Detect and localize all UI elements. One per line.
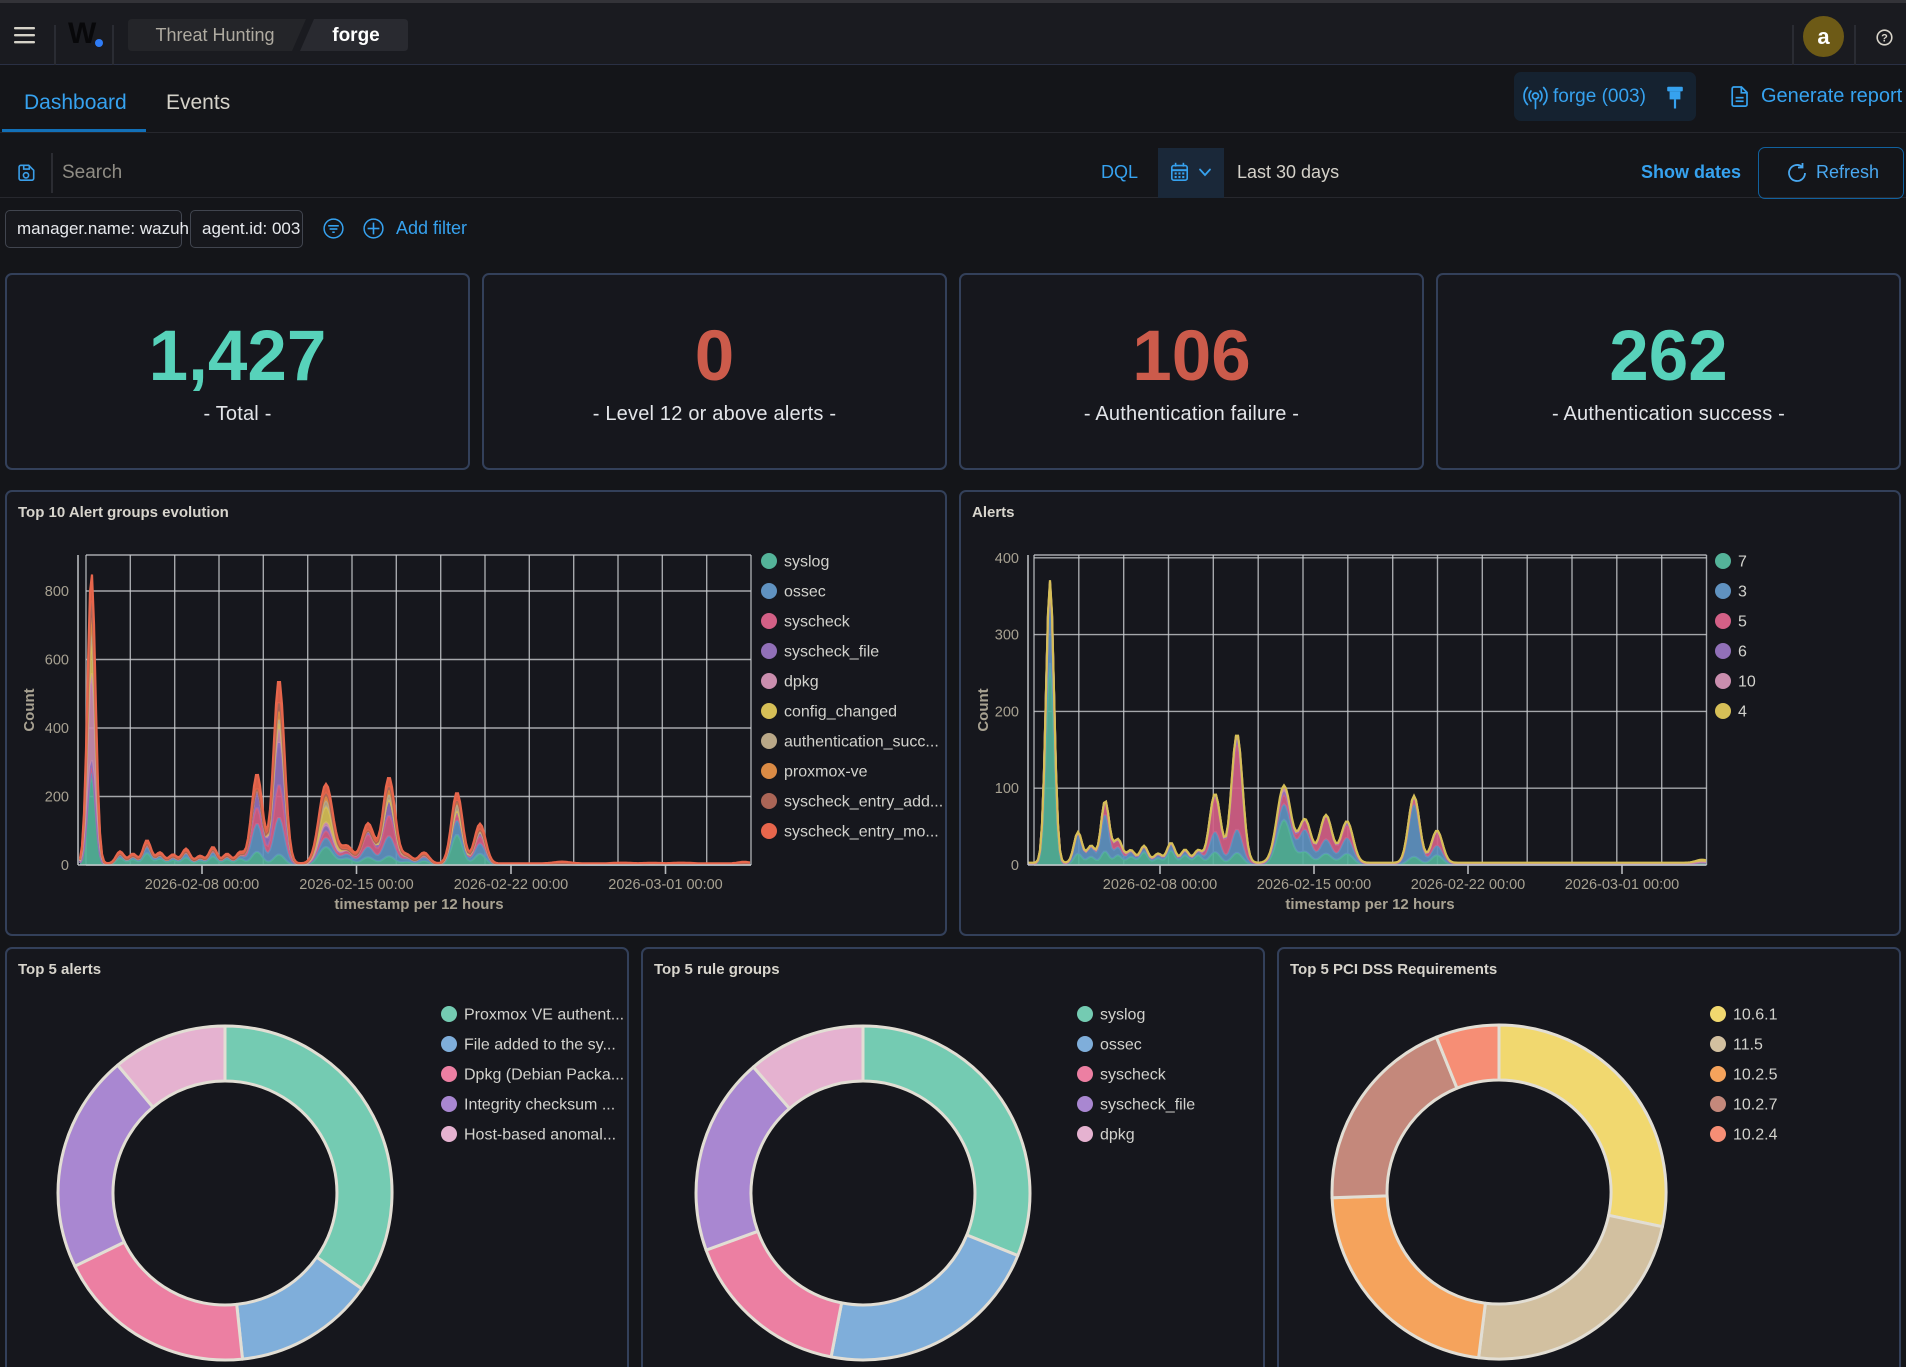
svg-text:2026-02-22 00:00: 2026-02-22 00:00	[1411, 877, 1526, 893]
svg-text:2026-02-08 00:00: 2026-02-08 00:00	[1103, 877, 1218, 893]
svg-text:dpkg: dpkg	[784, 674, 819, 691]
svg-text:10.6.1: 10.6.1	[1733, 1007, 1778, 1024]
svg-text:100: 100	[995, 781, 1019, 797]
svg-text:syscheck_entry_add...: syscheck_entry_add...	[784, 794, 943, 811]
svg-text:300: 300	[995, 628, 1019, 644]
svg-text:10.2.4: 10.2.4	[1733, 1127, 1778, 1144]
svg-text:0: 0	[61, 858, 69, 874]
svg-text:syscheck_file: syscheck_file	[784, 644, 879, 661]
svg-text:Integrity checksum ...: Integrity checksum ...	[464, 1097, 615, 1114]
svg-text:Host-based anomal...: Host-based anomal...	[464, 1127, 616, 1144]
svg-text:400: 400	[45, 721, 69, 737]
svg-text:2026-02-22 00:00: 2026-02-22 00:00	[454, 877, 569, 893]
svg-text:syscheck: syscheck	[784, 614, 851, 631]
svg-text:syscheck_file: syscheck_file	[1100, 1097, 1195, 1114]
svg-text:dpkg: dpkg	[1100, 1127, 1135, 1144]
svg-text:Count: Count	[975, 688, 992, 731]
svg-text:10.2.5: 10.2.5	[1733, 1067, 1778, 1084]
svg-text:timestamp per 12 hours: timestamp per 12 hours	[334, 896, 503, 913]
svg-text:400: 400	[995, 551, 1019, 567]
svg-text:7: 7	[1738, 554, 1747, 571]
svg-text:10.2.7: 10.2.7	[1733, 1097, 1778, 1114]
svg-text:syscheck_entry_mo...: syscheck_entry_mo...	[784, 824, 939, 841]
svg-text:config_changed: config_changed	[784, 704, 897, 721]
svg-text:Proxmox VE authent...: Proxmox VE authent...	[464, 1007, 624, 1024]
svg-text:timestamp per 12 hours: timestamp per 12 hours	[1285, 896, 1454, 913]
svg-text:Dpkg (Debian Packa...: Dpkg (Debian Packa...	[464, 1067, 624, 1084]
svg-text:11.5: 11.5	[1733, 1037, 1763, 1054]
svg-text:Threat Hunting: Threat Hunting	[155, 25, 274, 45]
svg-text:2026-02-15 00:00: 2026-02-15 00:00	[1257, 877, 1372, 893]
svg-text:600: 600	[45, 653, 69, 669]
svg-text:ossec: ossec	[1100, 1037, 1142, 1054]
svg-text:2026-02-08 00:00: 2026-02-08 00:00	[145, 877, 260, 893]
svg-text:ossec: ossec	[784, 584, 826, 601]
svg-text:3: 3	[1738, 584, 1747, 601]
svg-text:10: 10	[1738, 674, 1756, 691]
svg-text:800: 800	[45, 584, 69, 600]
svg-text:4: 4	[1738, 704, 1747, 721]
svg-text:proxmox-ve: proxmox-ve	[784, 764, 868, 781]
svg-text:syslog: syslog	[784, 554, 829, 571]
svg-text:syslog: syslog	[1100, 1007, 1145, 1024]
svg-text:?: ?	[1881, 33, 1888, 45]
svg-text:2026-02-15 00:00: 2026-02-15 00:00	[299, 877, 414, 893]
svg-text:2026-03-01 00:00: 2026-03-01 00:00	[608, 877, 723, 893]
svg-text:authentication_succ...: authentication_succ...	[784, 734, 939, 751]
svg-text:200: 200	[995, 704, 1019, 720]
svg-text:5: 5	[1738, 614, 1747, 631]
svg-text:forge: forge	[332, 25, 380, 46]
svg-text:2026-03-01 00:00: 2026-03-01 00:00	[1565, 877, 1680, 893]
svg-text:0: 0	[1011, 858, 1019, 874]
svg-text:6: 6	[1738, 644, 1747, 661]
svg-text:syscheck: syscheck	[1100, 1067, 1167, 1084]
svg-text:File added to the sy...: File added to the sy...	[464, 1037, 616, 1054]
svg-text:200: 200	[45, 790, 69, 806]
svg-text:Count: Count	[21, 688, 38, 731]
